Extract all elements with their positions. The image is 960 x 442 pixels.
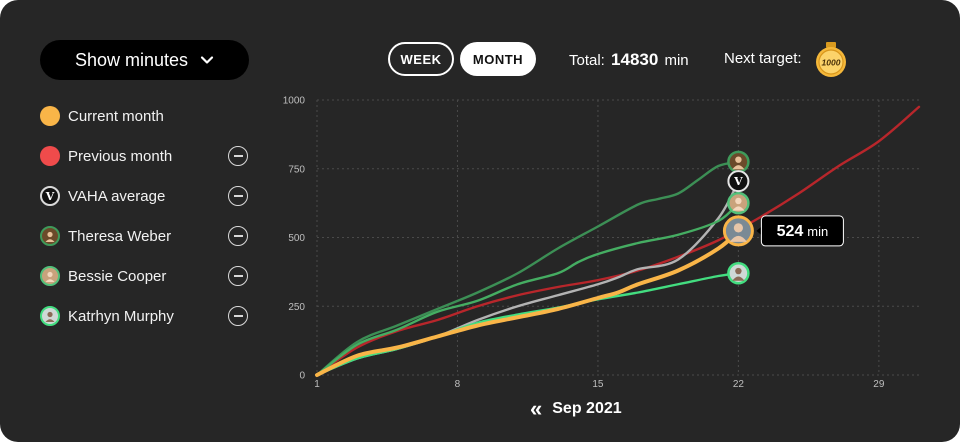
person-icon: [45, 231, 55, 242]
total-minutes: Total: 14830 min: [569, 50, 689, 70]
series-line-vaha-average: [315, 179, 740, 377]
total-prefix: Total:: [569, 52, 605, 69]
legend-label: Bessie Cooper: [68, 267, 167, 285]
tooltip-text: 524 min: [777, 223, 829, 240]
vaha-logo-icon: V: [40, 186, 60, 206]
person-icon: [45, 311, 55, 322]
legend-item-previous-month[interactable]: Previous month: [40, 136, 250, 176]
avatar: [40, 266, 60, 286]
current-user-marker: [722, 215, 754, 247]
legend-label: Previous month: [68, 147, 173, 165]
next-target: Next target:: [724, 50, 802, 67]
legend-item-katrhyn-murphy[interactable]: Katrhyn Murphy: [40, 296, 250, 336]
x-tick-label: 15: [592, 379, 604, 390]
chart-lines: [315, 105, 921, 377]
chart-legend: Current month Previous month V VAHA aver…: [40, 96, 250, 336]
legend-item-current-month[interactable]: Current month: [40, 96, 250, 136]
series-line-previous-month: [315, 105, 921, 377]
chevron-down-icon: [200, 56, 214, 64]
legend-item-vaha-average[interactable]: V VAHA average: [40, 176, 250, 216]
y-tick-label: 750: [288, 164, 305, 175]
legend-label: VAHA average: [68, 187, 166, 205]
month-navigation: « Sep 2021: [530, 396, 622, 421]
bessie-cooper-marker: [727, 191, 750, 215]
x-tick-label: 8: [455, 379, 461, 390]
remove-icon[interactable]: [228, 186, 248, 206]
legend-label: Katrhyn Murphy: [68, 307, 174, 325]
vaha-logo-icon: V: [733, 175, 743, 188]
show-minutes-dropdown[interactable]: Show minutes: [40, 40, 249, 80]
chart-ticks: 0 250 500 750 1000 1 8 15 22 29: [283, 96, 885, 391]
medal-value: 1000: [822, 58, 841, 68]
chart-end-markers: V 524 min: [722, 150, 844, 285]
current-month-dot: [40, 106, 60, 126]
legend-label: Current month: [68, 107, 164, 125]
series-line-current-month: [315, 228, 741, 377]
x-tick-label: 1: [314, 379, 320, 390]
dropdown-label: Show minutes: [74, 49, 189, 70]
remove-icon[interactable]: [228, 266, 248, 286]
chart-grid: [316, 99, 919, 376]
y-tick-label: 250: [288, 302, 305, 313]
series-line-theresa-weber: [315, 160, 740, 377]
person-icon: [45, 271, 55, 282]
legend-label: Theresa Weber: [68, 227, 172, 245]
katrhyn-murphy-marker: [727, 262, 750, 285]
previous-month-dot: [40, 146, 60, 166]
target-medal-icon: 1000: [816, 42, 846, 77]
remove-icon[interactable]: [228, 306, 248, 326]
previous-month-icon[interactable]: «: [530, 396, 543, 421]
remove-icon[interactable]: [228, 146, 248, 166]
x-tick-label: 22: [733, 379, 745, 390]
legend-item-theresa-weber[interactable]: Theresa Weber: [40, 216, 250, 256]
theresa-weber-marker: [727, 150, 750, 174]
avatar: [40, 226, 60, 246]
series-line-bessie-cooper: [315, 201, 740, 377]
next-target-label: Next target:: [724, 50, 802, 67]
remove-icon[interactable]: [228, 226, 248, 246]
tooltip-unit: min: [807, 224, 828, 239]
tooltip-value: 524: [777, 223, 804, 240]
value-tooltip: 524 min: [756, 215, 844, 247]
y-tick-label: 0: [299, 371, 305, 382]
total-unit: min: [664, 52, 689, 69]
y-tick-label: 500: [288, 233, 305, 244]
legend-item-bessie-cooper[interactable]: Bessie Cooper: [40, 256, 250, 296]
series-line-katrhyn-murphy: [315, 272, 740, 377]
total-value: 14830: [611, 50, 659, 69]
month-toggle-button[interactable]: MONTH: [460, 42, 536, 76]
y-tick-label: 1000: [283, 96, 306, 107]
avatar: [40, 306, 60, 326]
week-toggle-button[interactable]: WEEK: [388, 42, 454, 76]
vaha-average-marker: V: [727, 170, 750, 193]
x-tick-label: 29: [873, 379, 885, 390]
month-label: Sep 2021: [552, 400, 622, 417]
